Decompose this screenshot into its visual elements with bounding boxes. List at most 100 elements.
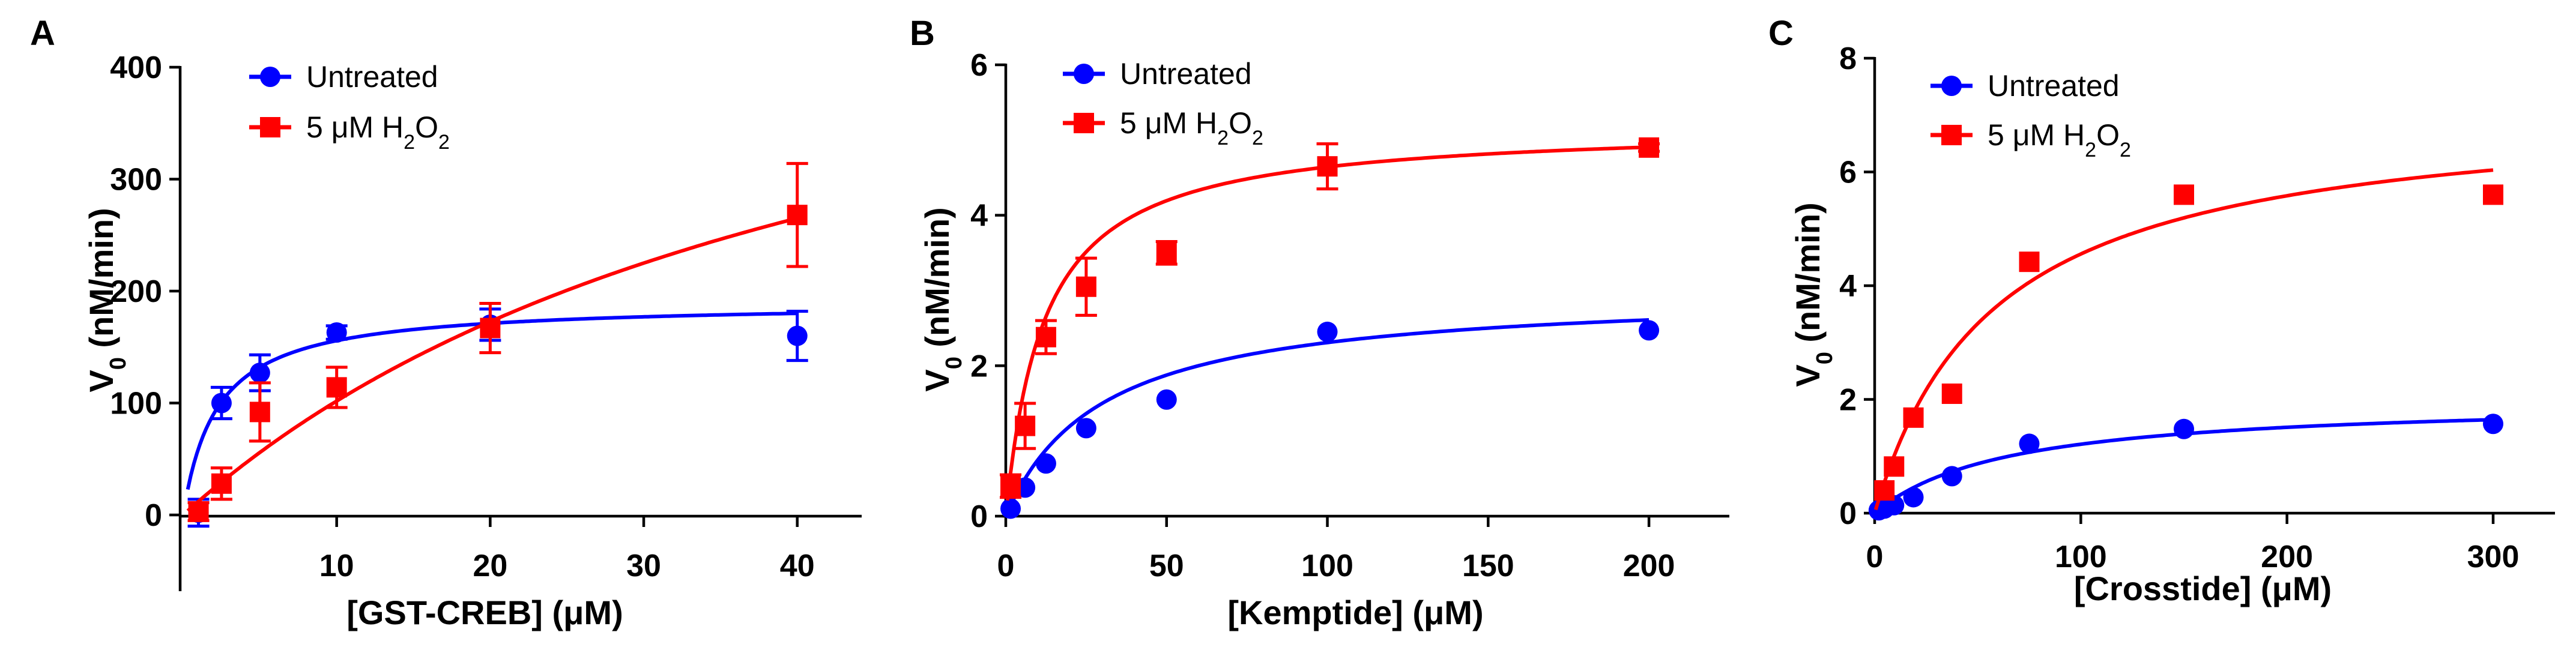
legend-label: 5 μM H2O2 xyxy=(1120,106,1263,149)
legend-label: 5 μM H2O2 xyxy=(1988,118,2131,161)
data-point xyxy=(2019,251,2040,272)
chart-panel-a: A 0 100 200 300 400 10 20 30 40 [GST-CREB] (μM) V0 … xyxy=(30,14,862,631)
data-point xyxy=(1317,156,1338,177)
series-untreated xyxy=(1000,318,1660,519)
y-tick-label: 4 xyxy=(1839,269,1857,304)
legend-entry: Untreated xyxy=(1930,69,2120,103)
y-tick-label: 400 xyxy=(110,50,162,85)
legend-marker xyxy=(1941,125,1962,145)
x-tick-label: 100 xyxy=(1301,549,1353,583)
data-point xyxy=(1317,321,1338,342)
data-point xyxy=(1941,466,1962,487)
y-tick-label: 0 xyxy=(970,499,988,534)
legend-entry: 5 μM H2O2 xyxy=(1930,118,2131,161)
chart-panel-c: C 0 2 4 6 8 0 100 200 300 [Crosstide] (μM) V0 (nM/m… xyxy=(1768,14,2555,607)
data-point xyxy=(1884,456,1905,477)
y-tick-label: 0 xyxy=(1839,496,1857,531)
x-tick-label: 200 xyxy=(1623,549,1675,583)
y-axis-title: V0 (nM/min) xyxy=(1789,202,1837,387)
y-tick-label: 300 xyxy=(110,163,162,197)
x-tick-label: 200 xyxy=(2261,540,2313,574)
data-point xyxy=(2174,184,2194,205)
data-point xyxy=(2483,414,2503,435)
data-point xyxy=(2019,433,2040,454)
x-tick-label: 100 xyxy=(2055,540,2107,574)
panel-letter: A xyxy=(30,14,55,53)
data-point xyxy=(1639,137,1660,158)
x-tick-label: 50 xyxy=(1149,549,1184,583)
y-tick-label: 200 xyxy=(110,274,162,309)
data-point xyxy=(1035,327,1056,348)
series-untreated xyxy=(186,307,808,528)
y-tick-label: 2 xyxy=(1839,383,1857,418)
y-tick-label: 8 xyxy=(1839,41,1857,76)
series-h2o2 xyxy=(186,161,808,522)
data-point xyxy=(1874,480,1895,501)
x-tick-label: 30 xyxy=(626,549,661,583)
data-point xyxy=(480,317,501,339)
legend-marker xyxy=(1941,76,1962,96)
data-point xyxy=(787,325,808,346)
legend-marker xyxy=(260,67,280,87)
series-untreated xyxy=(1868,414,2503,521)
panel-letter: C xyxy=(1768,14,1794,53)
data-point xyxy=(249,363,270,384)
data-point xyxy=(1015,415,1036,436)
data-point xyxy=(2483,184,2503,205)
x-tick-label: 0 xyxy=(1866,540,1884,574)
data-point xyxy=(211,473,232,494)
data-point xyxy=(1156,242,1177,263)
x-tick-label: 40 xyxy=(780,549,815,583)
data-point xyxy=(1903,407,1924,428)
y-tick-label: 6 xyxy=(1839,155,1857,190)
data-point xyxy=(1903,487,1924,508)
series-h2o2 xyxy=(1000,137,1660,501)
x-tick-label: 10 xyxy=(319,549,354,583)
x-axis-title: [Kemptide] (μM) xyxy=(1227,594,1483,631)
legend-label: Untreated xyxy=(1988,69,2120,103)
fit-curve xyxy=(1005,318,1649,514)
legend-label: Untreated xyxy=(1120,57,1252,91)
y-tick-label: 100 xyxy=(110,387,162,421)
y-tick-label: 6 xyxy=(970,48,988,83)
fit-curve xyxy=(186,216,798,513)
legend-marker xyxy=(1074,113,1094,133)
legend-marker xyxy=(260,117,280,137)
series-h2o2 xyxy=(1873,168,2503,511)
data-point xyxy=(1941,384,1962,405)
x-axis-title: [GST-CREB] (μM) xyxy=(346,594,623,631)
data-point xyxy=(787,205,808,226)
data-point xyxy=(1156,389,1177,410)
data-point xyxy=(326,377,347,398)
data-point xyxy=(1639,320,1660,341)
legend-entry: 5 μM H2O2 xyxy=(1063,106,1263,149)
data-point xyxy=(188,501,209,522)
legend-entry: Untreated xyxy=(1063,57,1252,91)
x-axis-title: [Crosstide] (μM) xyxy=(2074,570,2332,607)
data-point xyxy=(1000,475,1021,496)
x-tick-label: 20 xyxy=(473,549,507,583)
x-tick-label: 150 xyxy=(1462,549,1514,583)
x-tick-label: 300 xyxy=(2467,540,2520,574)
y-tick-label: 4 xyxy=(970,199,988,233)
fit-curve xyxy=(1873,168,2494,511)
x-tick-label: 0 xyxy=(997,549,1015,583)
y-tick-label: 0 xyxy=(145,498,162,533)
data-point xyxy=(1075,418,1096,439)
y-tick-label: 2 xyxy=(970,349,988,384)
chart-panel-b: B 0 2 4 6 0 50 100 150 200 [Kemptide] (μM) V0 (nM/m… xyxy=(910,14,1729,631)
legend-label: Untreated xyxy=(306,60,438,94)
data-point xyxy=(1000,498,1021,519)
data-point xyxy=(1035,453,1056,474)
panel-letter: B xyxy=(910,14,935,53)
data-point xyxy=(249,402,270,423)
data-point xyxy=(326,322,347,343)
y-axis-title: V0 (nM/min) xyxy=(82,208,131,392)
data-point xyxy=(2174,418,2194,439)
legend-label: 5 μM H2O2 xyxy=(306,110,450,154)
legend-entry: 5 μM H2O2 xyxy=(249,110,450,154)
legend-entry: Untreated xyxy=(249,60,438,94)
legend-marker xyxy=(1074,64,1094,84)
data-point xyxy=(211,393,232,414)
